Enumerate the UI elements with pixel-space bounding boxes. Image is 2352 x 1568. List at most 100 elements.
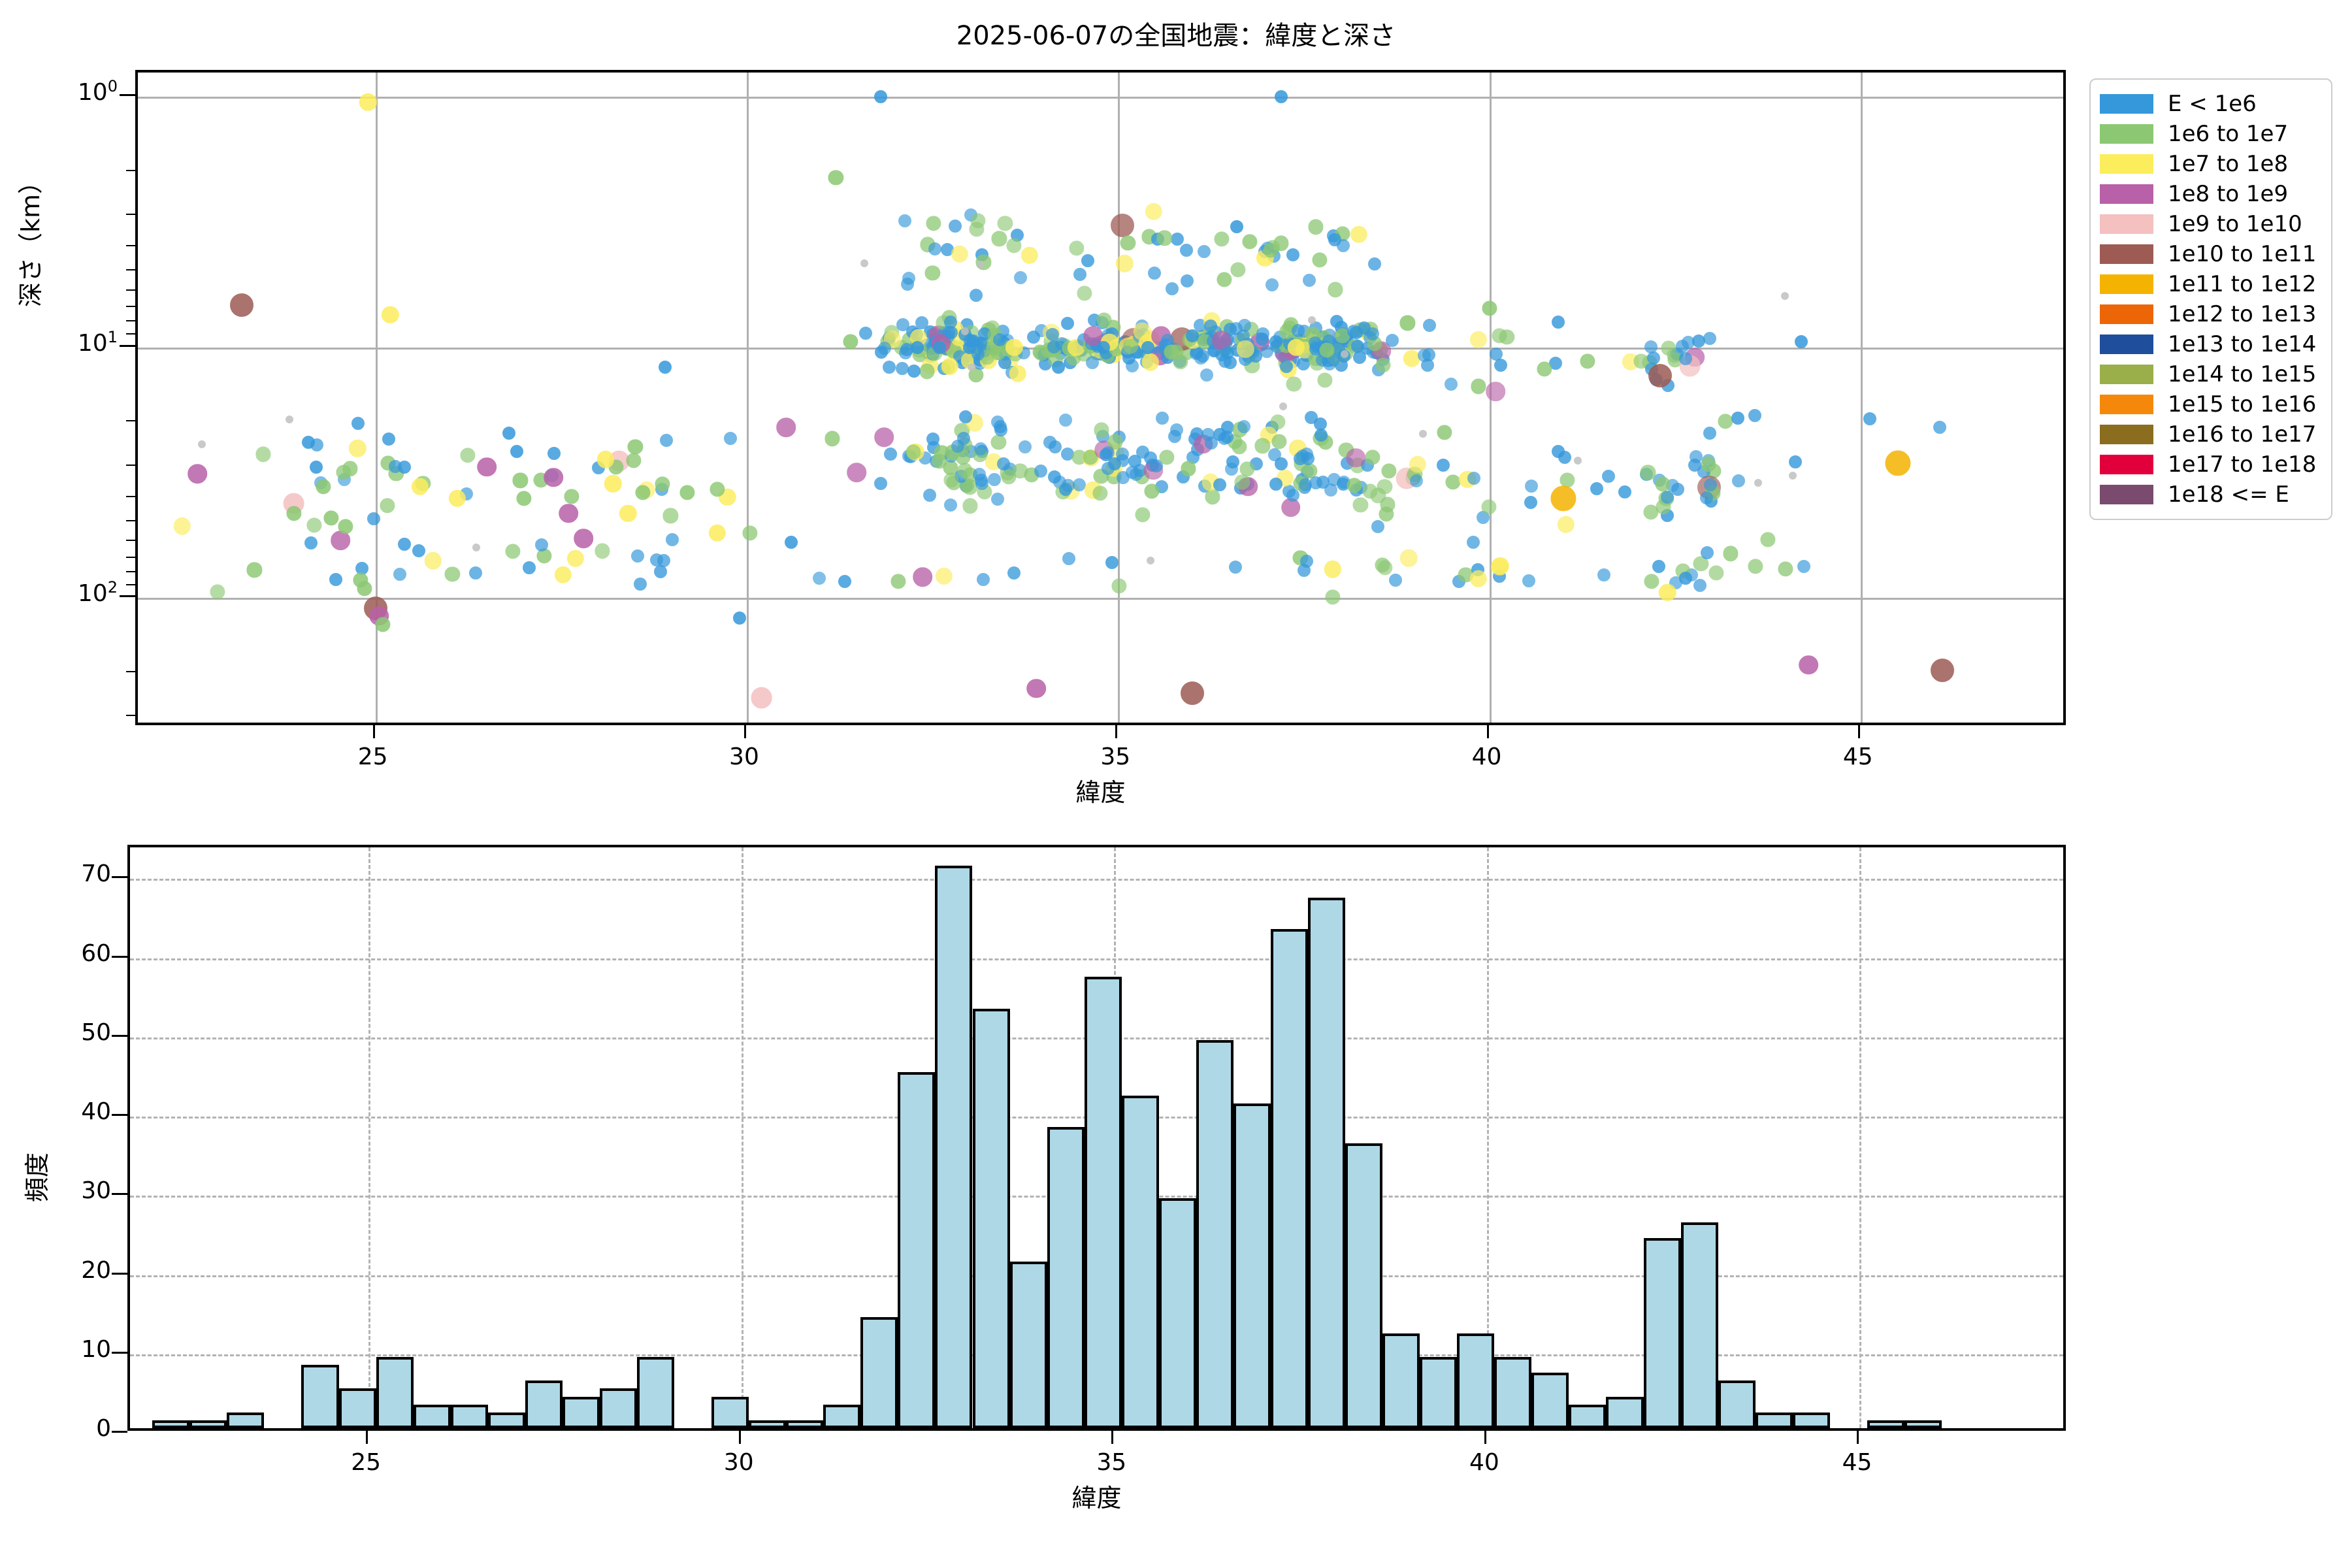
scatter-point	[1129, 467, 1143, 481]
scatter-point	[1678, 572, 1692, 585]
scatter-point	[1486, 382, 1505, 401]
scatter-point	[351, 417, 365, 431]
hist-y-tick-label: 0	[96, 1415, 111, 1442]
legend-color-swatch	[2100, 425, 2153, 444]
histogram-bar	[1196, 1040, 1233, 1428]
hist-y-tick-label: 30	[81, 1177, 111, 1205]
scatter-point	[1273, 235, 1289, 252]
scatter-point	[1214, 231, 1230, 247]
scatter-point	[1371, 519, 1385, 533]
scatter-point	[1286, 488, 1300, 502]
scatter-point	[1315, 428, 1328, 442]
scatter-point-negligible	[976, 260, 985, 269]
legend-item-label: 1e8 to 1e9	[2168, 181, 2289, 207]
scatter-point	[1305, 410, 1318, 424]
histogram-bar	[1755, 1412, 1793, 1428]
legend-item[interactable]: 1e6 to 1e7	[2100, 119, 2321, 149]
legend-item[interactable]: 1e9 to 1e10	[2100, 209, 2321, 239]
legend-item-label: 1e14 to 1e15	[2168, 361, 2317, 387]
scatter-point	[913, 567, 932, 587]
scatter-point	[1558, 451, 1571, 465]
energy-class-legend: E < 1e6 1e6 to 1e7 1e7 to 1e8 1e8 to 1e9 1e9…	[2089, 78, 2332, 520]
legend-item[interactable]: 1e17 to 1e18	[2100, 449, 2321, 480]
scatter-point	[1352, 497, 1369, 513]
histogram-bar	[711, 1396, 749, 1428]
scatter-y-tick-label: 100	[77, 77, 118, 106]
histogram-bar	[1457, 1333, 1495, 1428]
scatter-point	[1073, 267, 1087, 281]
scatter-point	[1301, 452, 1315, 466]
scatter-y-minor-tick	[126, 570, 135, 572]
scatter-point	[1437, 424, 1452, 440]
histogram-bar	[1233, 1103, 1271, 1428]
scatter-point	[1120, 235, 1135, 251]
histogram-bar	[972, 1008, 1010, 1428]
scatter-point	[1671, 482, 1684, 496]
legend-item[interactable]: 1e7 to 1e8	[2100, 149, 2321, 179]
scatter-point	[516, 490, 532, 506]
scatter-point	[380, 498, 395, 514]
scatter-point	[732, 611, 746, 625]
scatter-y-tick-mark	[120, 595, 135, 598]
scatter-point	[1229, 560, 1243, 574]
legend-item[interactable]: 1e12 to 1e13	[2100, 299, 2321, 329]
legend-item[interactable]: 1e18 <= E	[2100, 480, 2321, 510]
scatter-x-tick-mark	[1857, 725, 1860, 738]
scatter-point	[1181, 461, 1196, 476]
scatter-point	[1197, 245, 1211, 259]
scatter-point	[1652, 560, 1666, 574]
histogram-bar	[1084, 977, 1122, 1428]
scatter-point	[1799, 655, 1818, 675]
histogram-bar	[1718, 1380, 1756, 1428]
scatter-point	[1346, 448, 1366, 468]
scatter-gridline-vertical	[746, 73, 749, 723]
scatter-point	[627, 439, 644, 455]
scatter-point	[949, 220, 962, 233]
scatter-point	[884, 447, 898, 461]
scatter-point	[1481, 301, 1497, 316]
histogram-bar	[1867, 1420, 1904, 1428]
scatter-y-minor-tick	[126, 169, 135, 171]
legend-item[interactable]: 1e10 to 1e11	[2100, 239, 2321, 269]
scatter-point	[512, 472, 528, 489]
scatter-point	[1747, 559, 1763, 574]
histogram-bar	[1531, 1373, 1569, 1428]
histogram-bar	[1158, 1198, 1196, 1428]
legend-item[interactable]: 1e13 to 1e14	[2100, 329, 2321, 359]
legend-item[interactable]: 1e16 to 1e17	[2100, 419, 2321, 449]
scatter-point	[991, 231, 1007, 246]
scatter-point-negligible	[860, 259, 869, 267]
scatter-point	[1930, 659, 1954, 683]
scatter-point	[883, 360, 896, 374]
scatter-point	[1379, 506, 1394, 522]
scatter-point-negligible	[1789, 472, 1797, 480]
hist-x-axis-label: 緯度	[1071, 1484, 1122, 1512]
histogram-bar	[1606, 1396, 1644, 1428]
histogram-bar	[898, 1071, 936, 1428]
scatter-point	[742, 525, 758, 541]
scatter-point	[1059, 483, 1073, 497]
scatter-point	[1122, 338, 1139, 354]
legend-item[interactable]: 1e15 to 1e16	[2100, 389, 2321, 419]
legend-item[interactable]: 1e8 to 1e9	[2100, 179, 2321, 209]
legend-item[interactable]: 1e14 to 1e15	[2100, 359, 2321, 389]
histogram-bar	[525, 1380, 563, 1428]
scatter-point	[1312, 252, 1328, 268]
histogram-bar	[786, 1420, 824, 1428]
hist-x-tick-mark	[366, 1431, 368, 1444]
scatter-point	[1300, 555, 1313, 568]
scatter-point	[1133, 322, 1151, 340]
scatter-point	[1794, 335, 1808, 349]
scatter-point	[1096, 340, 1110, 354]
scatter-point	[890, 574, 906, 589]
scatter-y-minor-tick	[126, 306, 135, 308]
hist-x-tick-label: 25	[351, 1449, 382, 1476]
scatter-point	[1007, 566, 1021, 580]
histogram-bar	[1904, 1420, 1942, 1428]
scatter-point	[1049, 440, 1062, 453]
scatter-point	[510, 444, 523, 458]
hist-x-tick-mark	[1484, 1431, 1486, 1444]
legend-item[interactable]: 1e11 to 1e12	[2100, 269, 2321, 299]
scatter-point	[1375, 357, 1391, 373]
legend-item[interactable]: E < 1e6	[2100, 89, 2321, 119]
